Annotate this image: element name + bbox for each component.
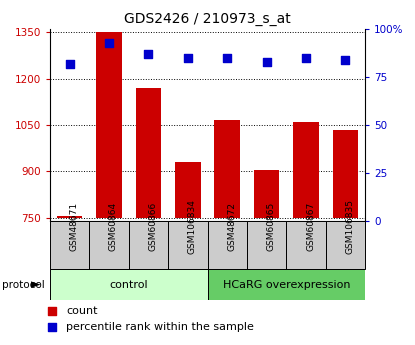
Text: GSM60866: GSM60866	[149, 202, 157, 251]
Bar	[254, 170, 279, 218]
Bar	[168, 221, 208, 269]
Point	[342, 57, 349, 63]
Point	[224, 55, 231, 61]
Text: protocol: protocol	[2, 280, 45, 289]
Text: control: control	[109, 280, 148, 289]
Point	[66, 61, 73, 67]
Text: GSM106834: GSM106834	[188, 199, 197, 254]
Bar	[208, 221, 247, 269]
Title: GDS2426 / 210973_s_at: GDS2426 / 210973_s_at	[124, 11, 291, 26]
Text: GSM60867: GSM60867	[306, 202, 315, 251]
Point	[49, 324, 56, 330]
Point	[145, 51, 152, 57]
Bar	[89, 221, 129, 269]
Point	[184, 55, 191, 61]
Bar	[247, 221, 286, 269]
Bar	[286, 221, 326, 269]
Text: GSM48672: GSM48672	[227, 202, 236, 251]
Text: count: count	[66, 306, 98, 316]
Text: GSM60865: GSM60865	[267, 202, 276, 251]
Point	[264, 59, 270, 65]
Bar	[326, 221, 365, 269]
Bar	[57, 216, 82, 218]
Point	[303, 55, 309, 61]
Text: GSM60864: GSM60864	[109, 202, 118, 251]
Text: GSM48671: GSM48671	[69, 202, 78, 251]
Bar	[50, 221, 89, 269]
Bar	[293, 122, 319, 218]
Text: GSM106835: GSM106835	[345, 199, 354, 254]
Bar	[50, 269, 208, 300]
Point	[49, 309, 56, 314]
Text: ►: ►	[31, 278, 41, 291]
Bar	[136, 88, 161, 218]
Bar	[333, 130, 358, 218]
Text: HCaRG overexpression: HCaRG overexpression	[222, 280, 350, 289]
Text: percentile rank within the sample: percentile rank within the sample	[66, 322, 254, 332]
Bar	[208, 269, 365, 300]
Bar	[96, 32, 122, 218]
Point	[105, 40, 112, 46]
Bar	[175, 162, 200, 218]
Bar	[129, 221, 168, 269]
Bar	[215, 120, 240, 218]
